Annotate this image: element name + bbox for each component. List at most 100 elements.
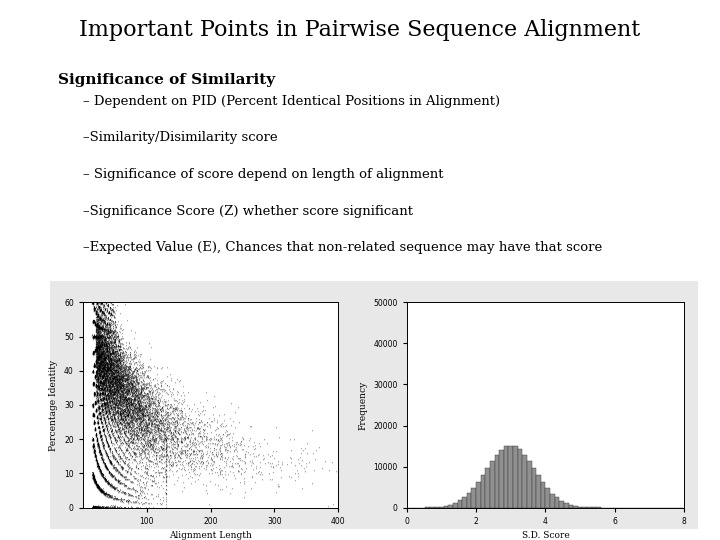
Point [104, 381, 115, 390]
Point [122, 389, 133, 397]
Point [104, 363, 116, 372]
Point [113, 407, 125, 416]
Point [99, 368, 110, 377]
Point [122, 385, 134, 394]
Point [96, 357, 108, 366]
Point [254, 462, 266, 471]
Point [143, 460, 155, 469]
Point [103, 355, 114, 363]
Point [86, 436, 98, 444]
Point [91, 407, 102, 415]
Point [117, 343, 129, 352]
Point [114, 396, 126, 405]
Point [93, 319, 104, 328]
Point [122, 383, 133, 392]
Point [105, 375, 117, 383]
Point [99, 377, 111, 386]
Point [99, 339, 110, 348]
Point [94, 356, 106, 365]
Point [99, 370, 110, 379]
Point [137, 415, 148, 424]
Point [140, 436, 152, 445]
Point [122, 418, 134, 427]
Point [89, 503, 100, 511]
Point [122, 475, 134, 483]
Point [102, 370, 114, 379]
Point [238, 479, 250, 488]
Point [88, 332, 99, 341]
Point [148, 437, 159, 445]
Point [102, 353, 114, 362]
Point [157, 433, 168, 442]
Point [91, 307, 102, 316]
Point [135, 483, 146, 491]
Point [91, 310, 103, 319]
Point [108, 389, 120, 397]
Point [88, 409, 99, 417]
Point [109, 326, 121, 335]
Point [89, 449, 100, 457]
Point [120, 347, 131, 355]
Point [102, 326, 114, 335]
Point [113, 356, 125, 364]
Point [108, 390, 120, 399]
Point [122, 421, 134, 429]
Point [96, 333, 107, 341]
Point [94, 359, 106, 367]
Point [94, 395, 106, 403]
Point [124, 462, 135, 471]
Point [198, 426, 210, 434]
Point [114, 392, 126, 400]
Point [188, 423, 199, 431]
Point [160, 477, 171, 485]
Point [107, 448, 118, 457]
Point [109, 413, 120, 421]
Point [139, 411, 150, 420]
Point [105, 296, 117, 305]
Point [94, 465, 106, 474]
Point [106, 357, 117, 366]
Point [158, 430, 170, 439]
Point [100, 461, 112, 470]
Point [173, 430, 184, 438]
Point [94, 352, 105, 360]
Point [107, 353, 118, 361]
Point [106, 427, 117, 436]
Point [137, 393, 148, 402]
Point [94, 442, 105, 451]
Point [98, 379, 109, 388]
Point [179, 397, 190, 406]
Point [96, 355, 108, 363]
Point [112, 349, 123, 357]
Point [94, 399, 106, 407]
Point [112, 375, 124, 383]
Point [102, 360, 113, 368]
Point [116, 375, 127, 383]
Point [88, 471, 99, 480]
Point [163, 384, 175, 393]
Point [113, 372, 125, 380]
Point [134, 388, 145, 396]
Point [173, 424, 184, 433]
Point [118, 480, 130, 489]
Point [89, 503, 100, 512]
Point [125, 396, 136, 404]
Point [93, 339, 104, 348]
Point [109, 376, 121, 385]
Point [196, 433, 207, 442]
Point [92, 503, 104, 512]
Point [106, 357, 117, 366]
Point [116, 414, 127, 422]
Point [94, 443, 105, 451]
Point [112, 364, 123, 373]
Point [122, 369, 133, 378]
Point [114, 430, 126, 438]
Point [95, 340, 107, 348]
Point [92, 353, 104, 361]
Point [112, 376, 124, 384]
Point [99, 340, 110, 348]
Point [185, 479, 197, 488]
Point [99, 409, 111, 418]
Point [121, 407, 132, 416]
Point [107, 429, 119, 438]
